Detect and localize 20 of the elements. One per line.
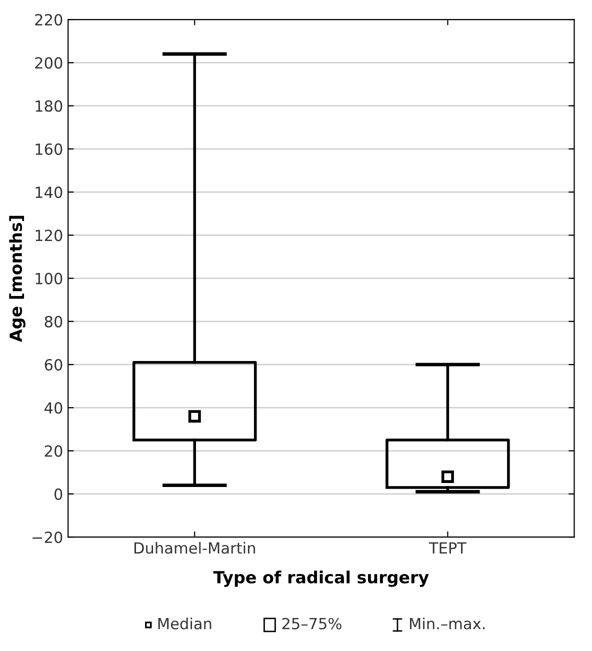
y-tick-label: 100	[36, 272, 62, 284]
y-tick-label: 80	[44, 316, 62, 328]
y-tick-label: 200	[35, 57, 62, 69]
x-axis-title: Type of radical surgery	[213, 570, 429, 587]
y-tick-label: 220	[35, 14, 62, 26]
y-tick-label: 60	[44, 359, 62, 371]
y-axis-title: Age [months]	[9, 216, 26, 342]
text: 25–75%	[282, 618, 342, 630]
y-tick-label: 0	[54, 488, 62, 500]
text: Min.–max.	[410, 618, 485, 630]
y-tick-label: −20	[32, 532, 62, 544]
y-tick-label: 180	[36, 100, 62, 112]
y-tick-label: 40	[44, 402, 62, 414]
y-tick-label: 20	[44, 445, 62, 457]
x-tick-label: Duhamel-Martin	[134, 542, 255, 554]
y-tick-label: 160	[36, 143, 62, 155]
y-tick-label: 140	[36, 186, 62, 198]
y-tick-label: 120	[36, 230, 62, 242]
x-tick-label: TEPT	[428, 542, 467, 554]
text: Median	[158, 618, 212, 630]
